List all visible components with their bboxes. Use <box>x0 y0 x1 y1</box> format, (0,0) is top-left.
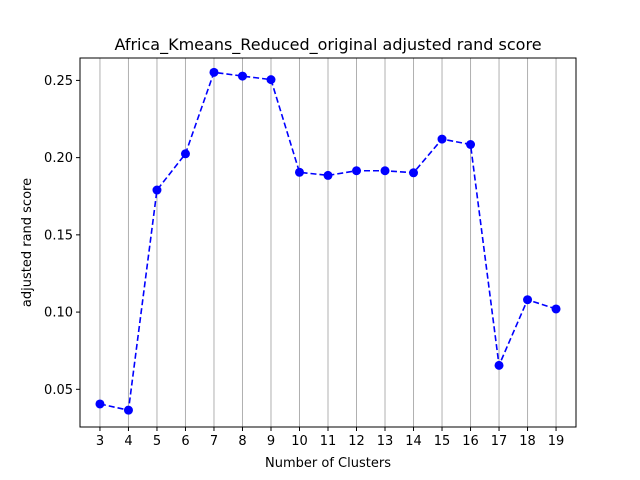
x-tick-label: 12 <box>348 434 365 449</box>
data-point <box>180 149 190 159</box>
x-axis: 3 4 5 6 7 8 9 10 11 12 13 14 15 16 17 18 19 <box>96 427 565 449</box>
y-tick-label: 0.05 <box>44 383 73 398</box>
y-tick-label: 0.25 <box>44 74 73 89</box>
x-tick-label: 18 <box>519 434 536 449</box>
data-point <box>294 167 304 177</box>
y-axis-label: adjusted rand score <box>20 178 35 307</box>
x-tick-label: 3 <box>96 434 104 449</box>
grid <box>99 58 557 427</box>
x-tick-label: 13 <box>377 434 394 449</box>
y-tick-label: 0.10 <box>44 306 73 321</box>
data-point <box>551 304 561 314</box>
y-tick-label: 0.15 <box>44 228 73 243</box>
x-tick-label: 10 <box>291 434 308 449</box>
x-tick-label: 14 <box>405 434 422 449</box>
data-point <box>380 166 390 176</box>
x-axis-label: Number of Clusters <box>265 456 391 471</box>
x-tick-label: 19 <box>548 434 565 449</box>
data-point <box>437 134 447 144</box>
x-tick-label: 9 <box>267 434 275 449</box>
x-tick-label: 6 <box>181 434 189 449</box>
data-point <box>352 166 362 176</box>
data-point <box>466 139 476 149</box>
y-tick-label: 0.20 <box>44 151 73 166</box>
data-point <box>323 170 333 180</box>
y-axis: 0.05 0.10 0.15 0.20 0.25 <box>44 74 80 398</box>
x-tick-label: 15 <box>434 434 451 449</box>
x-tick-label: 16 <box>462 434 479 449</box>
x-tick-label: 17 <box>491 434 508 449</box>
data-point <box>266 75 276 85</box>
data-point <box>237 71 247 81</box>
x-tick-label: 4 <box>124 434 132 449</box>
chart-title: Africa_Kmeans_Reduced_original adjusted … <box>114 35 541 55</box>
x-tick-label: 8 <box>238 434 246 449</box>
series-line <box>99 71 557 412</box>
data-point <box>95 399 105 409</box>
data-point <box>123 405 133 415</box>
series-group <box>95 67 561 415</box>
data-point <box>494 360 504 370</box>
x-tick-label: 7 <box>210 434 218 449</box>
data-point <box>523 295 533 305</box>
data-point <box>152 185 162 195</box>
data-point <box>209 67 219 77</box>
x-tick-label: 11 <box>320 434 337 449</box>
data-point <box>409 168 419 178</box>
x-tick-label: 5 <box>153 434 161 449</box>
